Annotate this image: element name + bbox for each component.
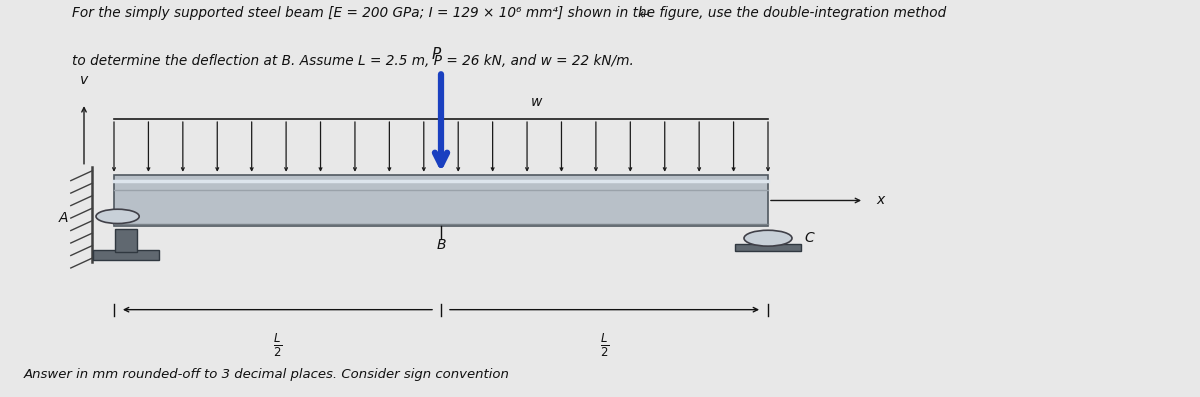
Text: For the simply supported steel beam [E = 200 GPa; I = 129 × 10⁶ mm⁴] shown in th: For the simply supported steel beam [E =…	[72, 6, 947, 20]
Bar	[94, 250, 158, 260]
Text: C: C	[804, 231, 814, 245]
Text: x: x	[876, 193, 884, 208]
Circle shape	[96, 209, 139, 224]
Text: to determine the deflection at B. Assume L = 2.5 m, P = 26 kN, and w = 22 kN/m.: to determine the deflection at B. Assume…	[72, 54, 634, 67]
Bar	[114, 175, 768, 226]
Text: Answer in mm rounded-off to 3 decimal places. Consider sign convention: Answer in mm rounded-off to 3 decimal pl…	[24, 368, 510, 381]
Circle shape	[744, 230, 792, 246]
Text: ↵: ↵	[638, 6, 652, 21]
Text: $\frac{L}{2}$: $\frac{L}{2}$	[272, 331, 282, 359]
Text: w: w	[532, 95, 542, 109]
Text: $\frac{L}{2}$: $\frac{L}{2}$	[600, 331, 610, 359]
Text: A: A	[59, 211, 68, 225]
Text: B: B	[437, 238, 445, 252]
Bar	[115, 229, 137, 252]
Bar	[734, 244, 802, 251]
Text: v: v	[80, 73, 88, 87]
Text: P: P	[432, 46, 440, 62]
